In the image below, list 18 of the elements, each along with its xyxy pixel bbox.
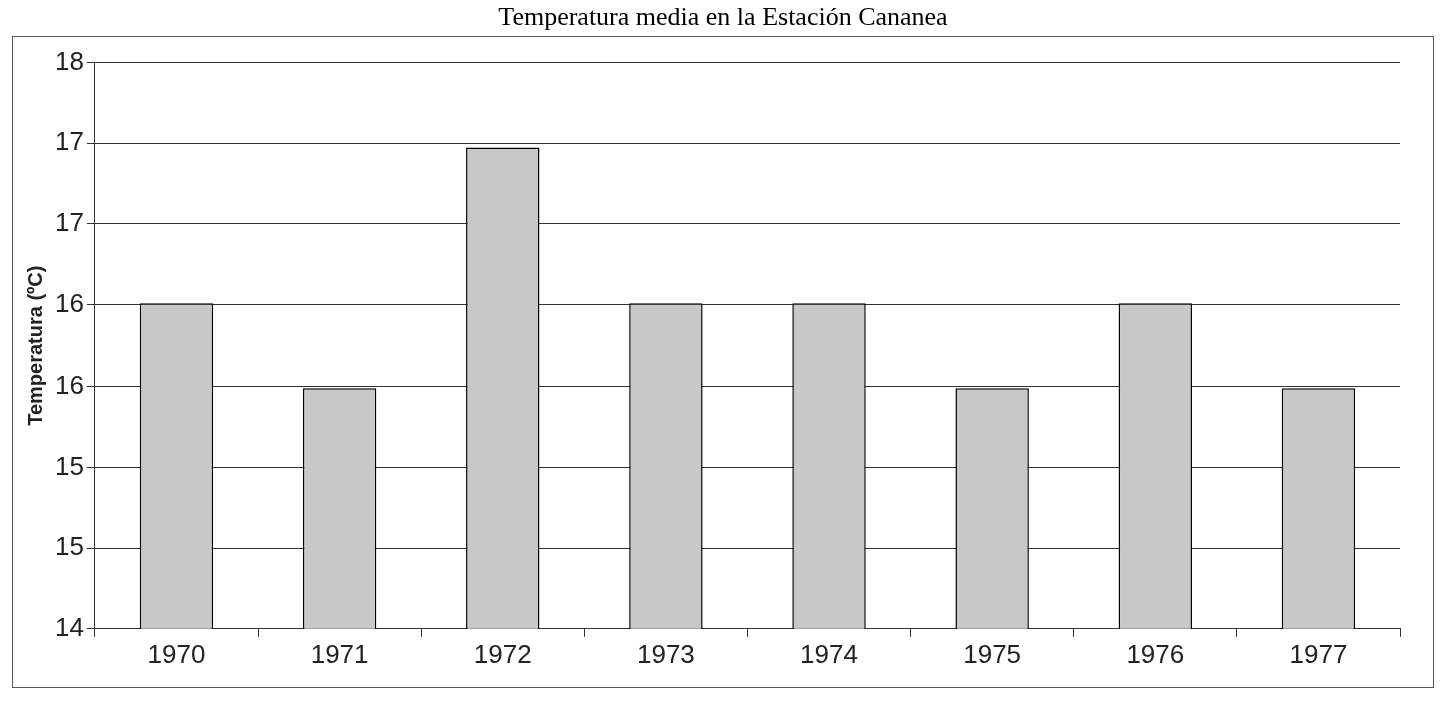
y-tick-label: 17: [55, 126, 84, 157]
x-tick-label: 1975: [963, 638, 1022, 669]
x-tick-label: 1977: [1289, 638, 1348, 669]
y-axis-title: Temperatura (ºC): [23, 265, 46, 426]
x-tick-label: 1976: [1126, 638, 1185, 669]
y-tick-label: 17: [55, 207, 84, 238]
x-tick-label: 1973: [636, 638, 695, 669]
y-tick-label: 18: [55, 45, 84, 76]
x-tick-label: 1971: [310, 638, 369, 669]
chart-title: Temperatura media en la Estación Cananea: [497, 2, 949, 32]
x-tick-label: 1974: [800, 638, 858, 669]
x-tick-label: 1970: [147, 638, 206, 669]
y-tick-label: 15: [55, 531, 84, 562]
x-tick-label: 1972: [473, 638, 532, 669]
y-tick-label: 16: [55, 287, 84, 318]
y-tick-label: 14: [55, 611, 84, 642]
y-tick-label: 15: [55, 450, 84, 481]
y-tick-label: 16: [55, 369, 84, 400]
